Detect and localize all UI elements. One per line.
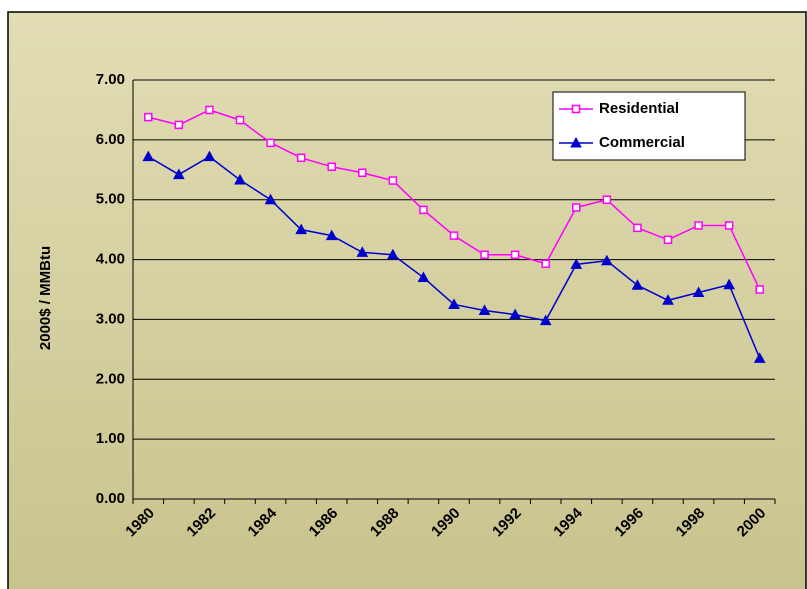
data-point — [296, 153, 306, 163]
y-tick-label: 7.00 — [96, 71, 125, 88]
data-point — [358, 168, 367, 178]
data-point — [633, 223, 642, 233]
data-point — [480, 250, 489, 260]
legend-box — [552, 91, 746, 161]
data-point — [663, 235, 673, 245]
data-point — [234, 173, 246, 185]
data-point — [144, 112, 153, 122]
data-point — [724, 221, 734, 230]
legend-label: Residential — [599, 100, 679, 117]
data-point — [266, 138, 275, 148]
data-point — [205, 105, 214, 115]
legend-marker — [570, 136, 582, 148]
data-point — [417, 271, 430, 283]
data-point — [539, 314, 552, 326]
data-point — [356, 246, 369, 257]
data-point — [203, 150, 216, 162]
y-tick-label: 0.00 — [96, 490, 125, 507]
data-point — [235, 115, 245, 125]
y-tick-label: 3.00 — [96, 310, 125, 327]
y-tick-label: 1.00 — [96, 430, 125, 447]
y-tick-label: 4.00 — [96, 251, 125, 268]
data-point — [510, 250, 520, 260]
data-point — [692, 286, 705, 297]
y-tick-label: 2.00 — [96, 370, 125, 387]
data-point — [295, 223, 307, 235]
data-point — [662, 294, 674, 305]
data-point — [570, 258, 583, 269]
data-point — [387, 248, 399, 260]
data-point — [325, 229, 338, 241]
data-point — [723, 278, 735, 290]
data-point — [264, 193, 277, 205]
data-point — [142, 150, 155, 162]
data-point — [601, 254, 613, 266]
data-point — [173, 168, 185, 180]
data-point — [694, 221, 703, 230]
data-point — [174, 120, 184, 130]
data-point — [327, 162, 336, 172]
legend-marker — [571, 104, 581, 114]
y-tick-label: 5.00 — [96, 191, 125, 208]
data-point — [753, 352, 766, 363]
data-point — [419, 205, 428, 215]
data-point — [478, 304, 491, 315]
data-point — [448, 298, 460, 309]
data-point — [541, 259, 550, 269]
y-tick-label: 6.00 — [96, 131, 125, 148]
data-point — [755, 285, 764, 294]
data-point — [449, 231, 459, 240]
data-point — [572, 203, 581, 212]
y-axis-label: 2000$ / MMBtu — [37, 246, 54, 350]
data-point — [509, 308, 521, 320]
data-point — [631, 279, 644, 290]
data-point — [388, 176, 398, 185]
legend-label: Commercial — [599, 134, 685, 151]
data-point — [602, 195, 612, 204]
